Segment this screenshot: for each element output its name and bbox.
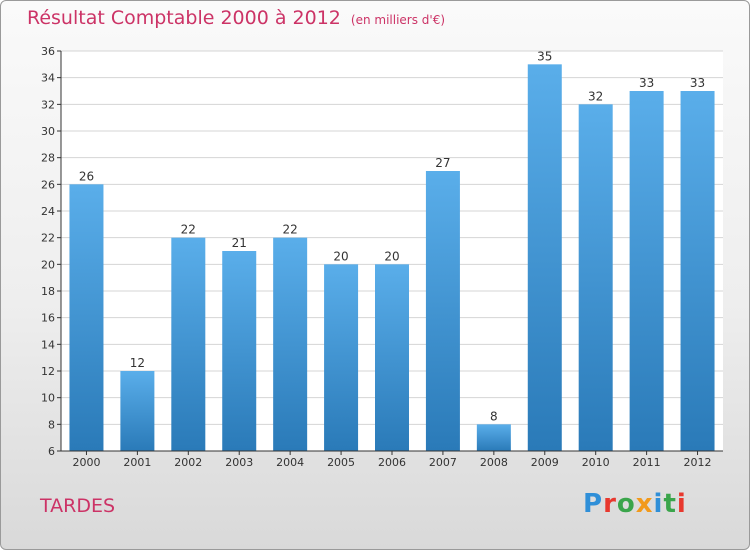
commune-name: TARDES	[40, 495, 116, 517]
x-tick-label: 2011	[633, 456, 661, 469]
logo-letter: i	[653, 489, 664, 519]
y-tick-label: 6	[48, 445, 55, 458]
y-tick-label: 8	[48, 418, 55, 431]
bar-value-label: 26	[79, 169, 94, 183]
x-tick-label: 2008	[480, 456, 508, 469]
bar	[69, 184, 104, 452]
chart-title-block: Résultat Comptable 2000 à 2012 (en millie…	[27, 7, 445, 29]
y-tick-label: 16	[41, 312, 55, 325]
x-tick-label: 2004	[276, 456, 304, 469]
bar	[476, 424, 511, 451]
y-tick-label: 14	[41, 338, 55, 351]
y-tick-label: 12	[41, 365, 55, 378]
bar-value-label: 32	[588, 89, 603, 103]
x-tick-label: 2012	[684, 456, 712, 469]
y-tick-label: 24	[41, 205, 55, 218]
bar	[629, 91, 664, 451]
bar	[527, 64, 562, 452]
bar-value-label: 21	[232, 236, 247, 250]
y-tick-label: 18	[41, 285, 55, 298]
y-tick-label: 34	[41, 72, 55, 85]
y-tick-label: 30	[41, 125, 55, 138]
bar-value-label: 20	[333, 249, 348, 263]
bar	[273, 237, 308, 451]
logo-letter: r	[603, 489, 617, 519]
chart-title: Résultat Comptable 2000 à 2012	[27, 7, 341, 29]
bar-value-label: 22	[181, 223, 196, 237]
bar-value-label: 20	[384, 249, 399, 263]
x-tick-label: 2005	[327, 456, 355, 469]
x-tick-label: 2010	[582, 456, 610, 469]
bar-value-label: 27	[435, 156, 450, 170]
bar	[222, 251, 257, 451]
bar	[578, 104, 613, 451]
y-tick-label: 32	[41, 98, 55, 111]
bar-value-label: 33	[690, 76, 705, 90]
x-tick-label: 2006	[378, 456, 406, 469]
bar-value-label: 22	[283, 223, 298, 237]
logo-letter: x	[635, 489, 654, 519]
y-tick-label: 28	[41, 152, 55, 165]
logo-letter: t	[663, 489, 677, 519]
logo-letter: i	[676, 489, 687, 519]
bar	[324, 264, 359, 451]
bar	[171, 237, 206, 451]
bar-value-label: 33	[639, 76, 654, 90]
bar	[375, 264, 409, 451]
y-tick-label: 10	[41, 392, 55, 405]
bar-value-label: 35	[537, 49, 552, 63]
x-tick-label: 2009	[531, 456, 559, 469]
proxiti-logo: Proxiti	[583, 489, 687, 519]
logo-letter: o	[616, 489, 636, 519]
x-tick-label: 2007	[429, 456, 457, 469]
bar	[120, 371, 155, 451]
bar	[425, 171, 460, 451]
y-tick-label: 20	[41, 258, 55, 271]
chart-subtitle: (en milliers d'€)	[350, 13, 446, 27]
y-tick-label: 36	[41, 45, 55, 58]
x-tick-label: 2002	[174, 456, 202, 469]
logo-letter: P	[583, 489, 604, 519]
y-tick-label: 26	[41, 178, 55, 191]
y-tick-label: 22	[41, 232, 55, 245]
x-tick-label: 2000	[72, 456, 100, 469]
x-tick-label: 2003	[225, 456, 253, 469]
x-tick-label: 2001	[123, 456, 151, 469]
bar-value-label: 8	[490, 409, 498, 423]
bar-value-label: 12	[130, 356, 145, 370]
bar	[680, 91, 715, 451]
